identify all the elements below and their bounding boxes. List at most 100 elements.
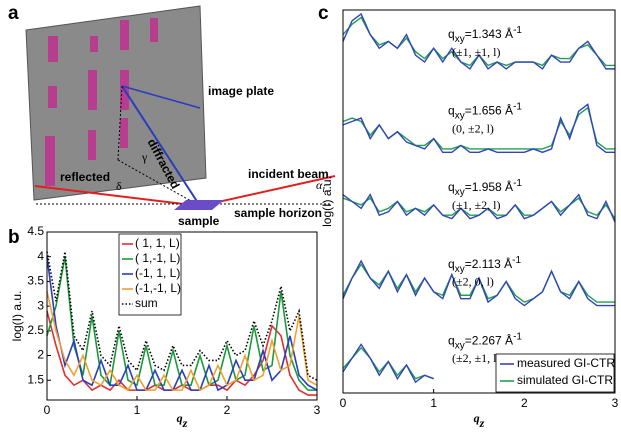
- x-axis-symbol: q: [177, 411, 183, 425]
- x-axis-subscript: z: [182, 416, 188, 430]
- legend-label: (-1, 1, L): [135, 266, 180, 280]
- q-value: =2.113 Å: [465, 256, 512, 271]
- legend-box: [118, 233, 182, 316]
- spot: [48, 86, 57, 108]
- q-superscript: -1: [512, 254, 521, 265]
- curve: [342, 259, 615, 307]
- q-label: qxy=1.656 Å-1: [448, 101, 522, 121]
- alpha-label: αi: [316, 178, 325, 196]
- y-tick-label: 3: [37, 298, 44, 312]
- series-line: [46, 291, 318, 392]
- q-symbol: q: [448, 104, 455, 118]
- q-symbol: q: [448, 27, 455, 41]
- spot: [120, 20, 129, 50]
- q-label: qxy=2.267 Å-1: [448, 331, 522, 351]
- sample-label: sample: [178, 214, 220, 228]
- legend-box: [495, 353, 615, 393]
- legend-label: ( 1, 1, L): [135, 236, 180, 250]
- plot-frame: [46, 231, 318, 401]
- x-axis-label: qz: [474, 411, 485, 430]
- curve: [342, 103, 615, 154]
- x-axis-label: qz: [177, 411, 188, 430]
- sample-shape: [174, 200, 224, 210]
- x-tick-label: 0: [44, 403, 51, 417]
- sample-horizon-label: sample horizon: [234, 206, 322, 220]
- q-value: =1.343 Å: [465, 26, 513, 41]
- guide-line: [117, 85, 123, 161]
- q-superscript: -1: [513, 101, 522, 112]
- spot: [88, 130, 96, 160]
- x-axis-symbol: q: [474, 411, 480, 425]
- reflected-label: reflected: [60, 170, 110, 184]
- spot: [120, 118, 128, 148]
- q-label: qxy=1.343 Å-1: [448, 25, 522, 45]
- x-tick-label: 3: [314, 403, 321, 417]
- image-plate-label: image plate: [208, 84, 274, 98]
- series-line: [46, 251, 318, 381]
- q-subscript: xy: [455, 263, 465, 274]
- x-axis-subscript: z: [479, 416, 485, 430]
- index-label: (±1, ±2, l): [452, 198, 501, 212]
- y-axis-label: log(I) a.u.: [10, 291, 24, 342]
- spot: [150, 18, 158, 42]
- delta-label: δ: [116, 179, 122, 193]
- q-label: qxy=2.113 Å-1: [448, 254, 522, 274]
- spot: [45, 136, 55, 186]
- y-tick-label: 2: [37, 348, 44, 362]
- q-symbol: q: [448, 257, 455, 271]
- panel-label: b: [8, 227, 20, 248]
- y-tick-label: 3.5: [27, 274, 44, 288]
- gamma-label: γ: [141, 150, 148, 164]
- legend-label: ( 1,-1, L): [135, 251, 180, 265]
- x-tick-label: 0: [340, 396, 347, 410]
- incident-beam-label: incident beam: [248, 167, 329, 181]
- q-value: =2.267 Å: [465, 333, 513, 348]
- spot: [90, 36, 98, 52]
- q-subscript: xy: [455, 34, 465, 45]
- q-value: =1.958 Å: [465, 179, 513, 194]
- x-tick-label: 2: [224, 403, 231, 417]
- panel-label: a: [8, 3, 19, 24]
- diffracted-beam: [121, 85, 201, 207]
- curve: [342, 343, 434, 384]
- x-tick-label: 3: [612, 396, 619, 410]
- y-tick-label: 4.5: [27, 224, 44, 238]
- q-symbol: q: [448, 334, 455, 348]
- alpha-subscript: i: [322, 184, 325, 195]
- image-plate-shape: [25, 5, 207, 201]
- panel-label: c: [318, 3, 329, 24]
- q-subscript: xy: [455, 340, 465, 351]
- legend-label: measured GI-CTR: [517, 356, 615, 370]
- y-axis-label: log(I) a.u.: [320, 176, 334, 227]
- x-tick-label: 1: [430, 396, 437, 410]
- alpha-symbol: α: [316, 178, 323, 192]
- index-label: (±1, ±1, l): [452, 45, 501, 59]
- legend-label: (-1,-1, L): [135, 281, 181, 295]
- q-superscript: -1: [513, 25, 522, 36]
- spot: [48, 36, 58, 62]
- spot: [88, 70, 97, 110]
- x-tick-label: 1: [134, 403, 141, 417]
- index-label: (±2, ±1, l): [452, 351, 501, 365]
- q-superscript: -1: [513, 331, 522, 342]
- q-subscript: xy: [455, 187, 465, 198]
- y-tick-label: 2.5: [27, 323, 44, 337]
- curve: [342, 12, 615, 70]
- index-label: (±2, 0, l): [452, 275, 494, 289]
- y-tick-label: 1.5: [27, 372, 44, 386]
- plot-frame: [342, 9, 616, 394]
- x-tick-label: 2: [521, 396, 528, 410]
- q-symbol: q: [448, 180, 455, 194]
- q-subscript: xy: [455, 110, 465, 121]
- y-tick-label: 4: [37, 249, 44, 263]
- q-value: =1.656 Å: [465, 103, 513, 118]
- curve: [342, 193, 616, 223]
- reflected-beam: [34, 185, 201, 207]
- index-label: (0, ±2, l): [452, 121, 494, 135]
- legend-label: sum: [135, 296, 158, 310]
- diffracted-beam: [121, 85, 201, 109]
- legend-label: simulated GI-CTR: [517, 373, 613, 387]
- series-line: [46, 256, 317, 391]
